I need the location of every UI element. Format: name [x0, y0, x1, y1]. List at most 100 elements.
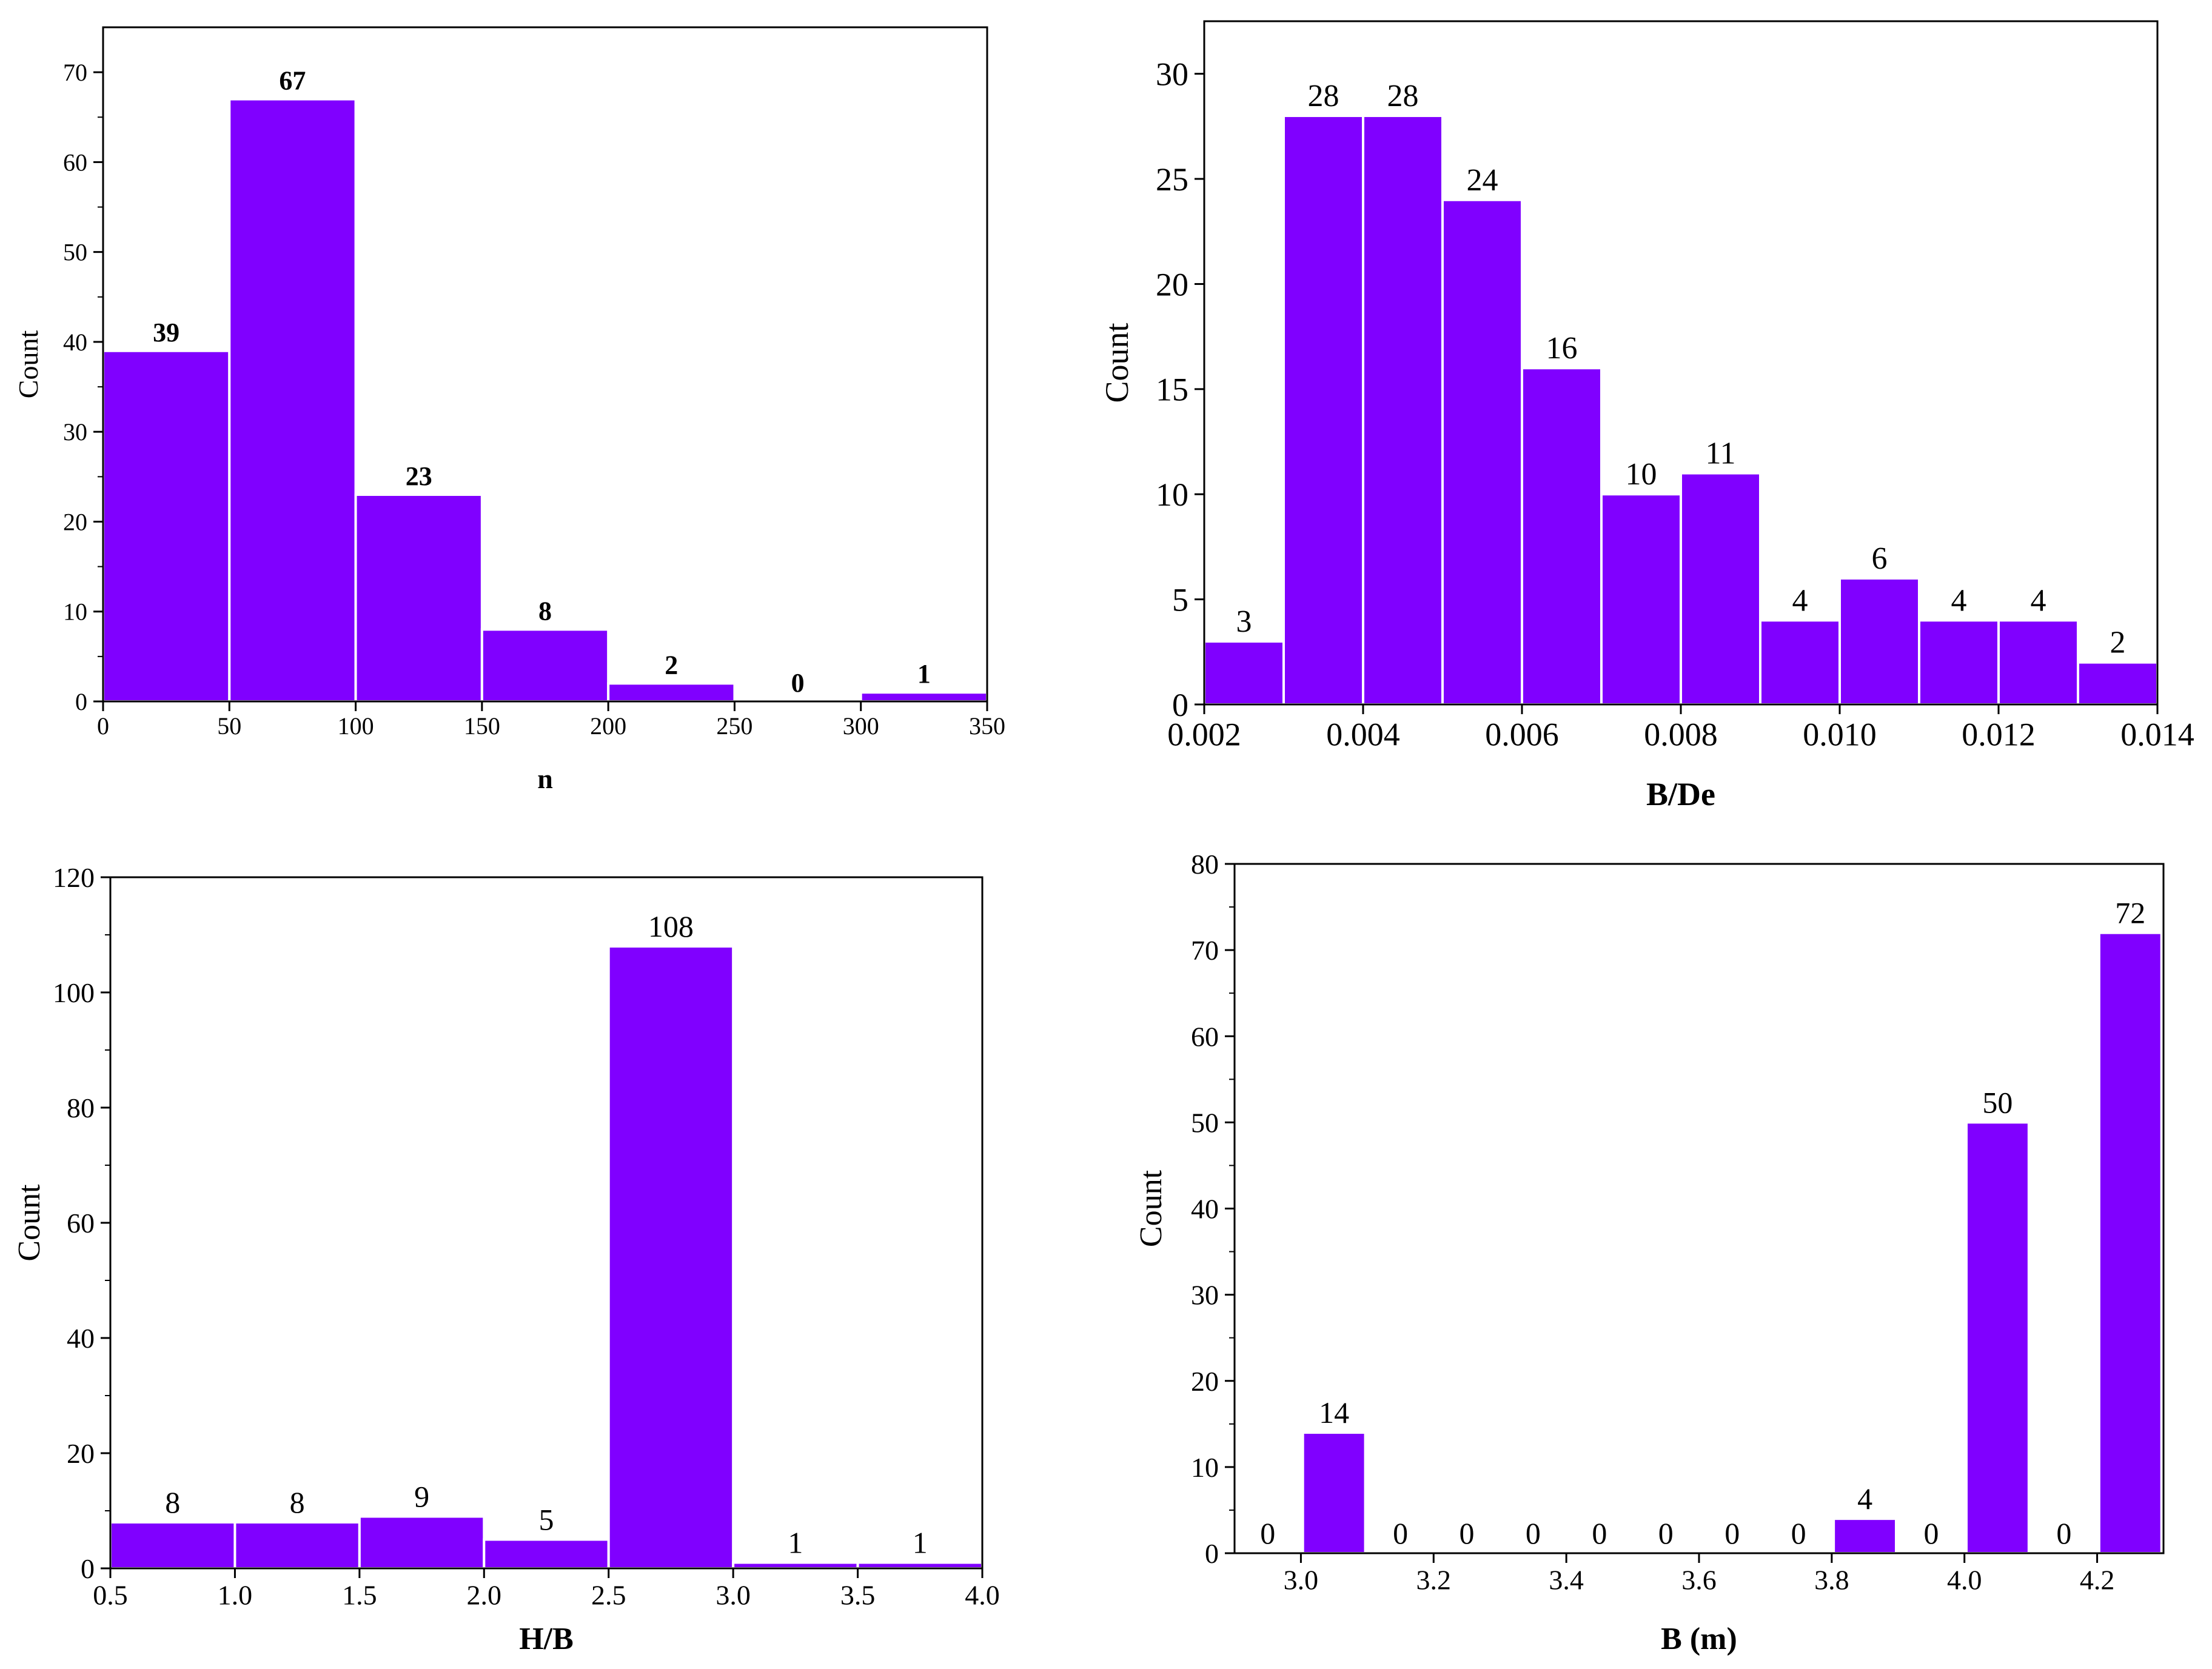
bar [480, 628, 610, 703]
bar [1965, 1121, 2030, 1554]
x-axis-label: B/De [1646, 776, 1715, 812]
x-tick-label: 0 [97, 712, 109, 740]
plot-frame [109, 876, 984, 1570]
x-tick-label: 0.002 [1167, 716, 1241, 752]
bar [1521, 367, 1603, 706]
x-tick-label: 0.010 [1803, 716, 1877, 752]
bar [1680, 472, 1761, 706]
y-tick-label: 60 [67, 1208, 95, 1239]
y-tick-label: 40 [1191, 1194, 1219, 1225]
bar-value-label: 108 [648, 909, 694, 943]
bar [354, 493, 483, 703]
bar [1600, 493, 1682, 706]
x-tick-label: 100 [338, 712, 374, 740]
bar-value-label: 0 [1791, 1516, 1806, 1550]
bar-value-label: 24 [1467, 163, 1498, 198]
x-axis-label: B (m) [1661, 1622, 1737, 1656]
bar-value-label: 8 [165, 1485, 180, 1519]
x-tick-label: 3.2 [1416, 1565, 1452, 1596]
y-tick-label: 50 [63, 239, 87, 266]
y-tick-label: 20 [63, 508, 87, 535]
bar-value-label: 4 [1857, 1482, 1872, 1516]
y-tick-label: 25 [1156, 161, 1188, 198]
y-tick-label: 10 [63, 598, 87, 626]
bar-value-label: 11 [1705, 436, 1735, 471]
y-tick-label: 70 [1191, 935, 1219, 966]
bar-value-label: 1 [913, 1526, 928, 1560]
x-tick-label: 3.4 [1549, 1565, 1584, 1596]
bar [1441, 198, 1523, 706]
bar-value-label: 0 [1592, 1516, 1607, 1550]
bar-value-label: 1 [917, 659, 931, 689]
y-tick-label: 20 [1156, 266, 1188, 303]
y-tick-label: 80 [67, 1092, 95, 1123]
bar-value-label: 2 [665, 650, 678, 680]
bar [483, 1538, 610, 1570]
bar [1832, 1517, 1898, 1554]
bar-value-label: 67 [279, 66, 306, 96]
x-tick-label: 300 [843, 712, 879, 740]
bar-value-label: 0 [1724, 1516, 1740, 1550]
x-tick-label: 3.0 [716, 1580, 751, 1611]
x-tick-label: 0.014 [2120, 716, 2194, 752]
x-tick-label: 3.0 [1284, 1565, 1319, 1596]
bar [1838, 577, 1920, 706]
bar [1301, 1431, 1367, 1554]
y-tick-label: 40 [63, 329, 87, 356]
y-tick-label: 30 [1191, 1280, 1219, 1311]
panel-hb: 8 8 9 5 108 1 1 0.5 1.0 1.5 2.0 2.5 3.0 3.5 4.0 0 20 40 60… [12, 862, 1000, 1656]
bar-value-label: 0 [2056, 1516, 2071, 1550]
x-tick-label: 350 [969, 712, 1005, 740]
y-tick-label: 20 [67, 1438, 95, 1469]
bar [109, 1521, 236, 1570]
y-tick-label: 10 [1191, 1452, 1219, 1483]
x-tick-label: 0.012 [1962, 716, 2036, 752]
y-axis-label: Count [1134, 1169, 1168, 1247]
y-tick-label: 70 [63, 59, 87, 86]
x-tick-label: 250 [716, 712, 752, 740]
bar [2097, 931, 2163, 1554]
bar [1362, 115, 1444, 706]
x-tick-label: 0.5 [93, 1580, 128, 1611]
bar-value-label: 14 [1319, 1396, 1349, 1430]
x-axis-label: n [537, 763, 553, 794]
y-tick-label: 50 [1191, 1107, 1219, 1138]
y-axis-label: Count [1099, 323, 1135, 403]
y-tick-label: 30 [1156, 56, 1188, 93]
x-tick-label: 1.0 [218, 1580, 253, 1611]
bar [859, 691, 988, 703]
bar-value-label: 8 [290, 1485, 305, 1519]
bar-value-label: 1 [788, 1526, 803, 1560]
x-tick-label: 4.2 [2080, 1565, 2115, 1596]
plot-frame [102, 26, 988, 703]
y-axis-label: Count [13, 330, 44, 399]
y-tick-label: 0 [1172, 687, 1188, 723]
y-tick-label: 10 [1156, 477, 1188, 513]
y-tick-label: 40 [67, 1323, 95, 1354]
bar-value-label: 23 [406, 461, 432, 491]
bar-value-label: 6 [1872, 541, 1888, 576]
y-tick-label: 100 [53, 977, 95, 1008]
panel-bde: 3 28 28 24 16 10 11 4 6 4 4 2 0.002 0.004 0.006 0.008 0.… [1099, 20, 2194, 812]
bar-value-label: 72 [2115, 896, 2145, 930]
bar-value-label: 5 [539, 1503, 554, 1537]
x-tick-label: 1.5 [342, 1580, 377, 1611]
y-tick-label: 5 [1172, 582, 1188, 618]
bar-value-label: 28 [1308, 79, 1339, 113]
x-tick-label: 200 [590, 712, 626, 740]
bar [607, 682, 736, 703]
bar-value-label: 39 [153, 318, 179, 347]
x-tick-label: 3.8 [1814, 1565, 1849, 1596]
bar [1997, 619, 2079, 706]
bar-value-label: 0 [1260, 1516, 1275, 1550]
bar-value-label: 2 [2110, 626, 2126, 660]
bar-value-label: 0 [1526, 1516, 1541, 1550]
bar-value-label: 9 [414, 1480, 429, 1514]
bar-value-label: 50 [1982, 1085, 2013, 1119]
x-tick-label: 0.006 [1485, 716, 1559, 752]
x-tick-label: 50 [217, 712, 241, 740]
x-tick-label: 0.004 [1326, 716, 1400, 752]
